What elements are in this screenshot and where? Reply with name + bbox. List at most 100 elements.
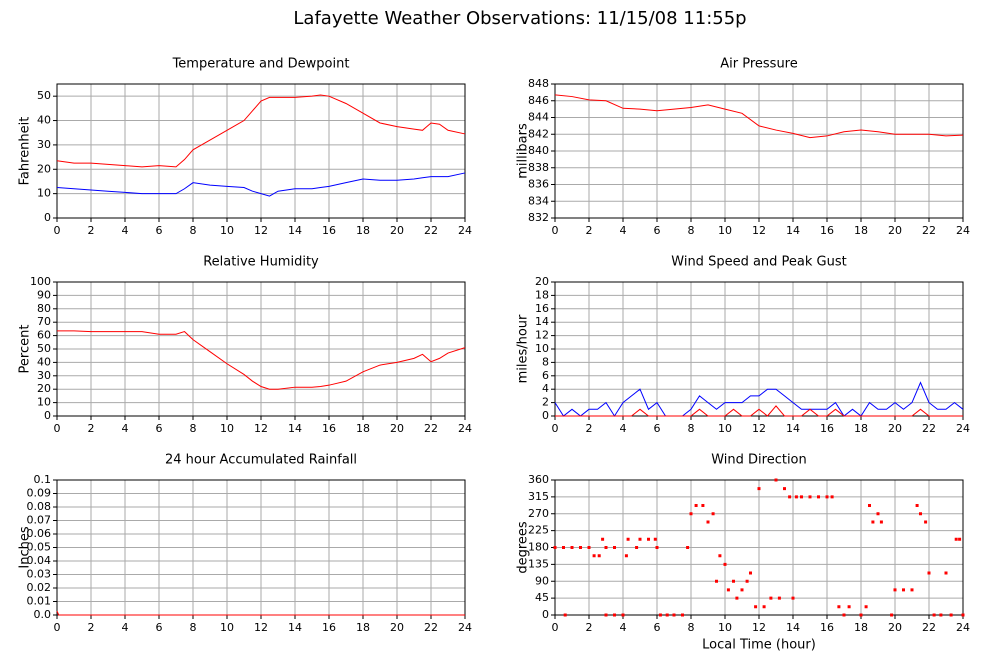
data-point xyxy=(604,613,608,617)
x-tick-label: 14 xyxy=(786,422,800,435)
y-tick-label: 836 xyxy=(528,178,549,191)
y-tick-label: 0 xyxy=(542,409,549,422)
data-line xyxy=(56,172,466,197)
y-tick-label: 840 xyxy=(528,144,549,157)
x-tick-label: 2 xyxy=(586,621,593,634)
x-tick-label: 20 xyxy=(390,224,404,237)
x-tick-label: 24 xyxy=(956,621,970,634)
data-point xyxy=(868,504,871,507)
y-tick-label: 0.03 xyxy=(27,568,52,581)
x-tick-label: 2 xyxy=(88,621,95,634)
y-tick-label: 0.08 xyxy=(27,500,52,513)
x-tick-label: 20 xyxy=(390,621,404,634)
data-point xyxy=(701,504,705,507)
x-tick-label: 18 xyxy=(854,621,868,634)
data-point xyxy=(958,537,962,541)
y-tick-label: 360 xyxy=(528,473,549,486)
x-tick-label: 16 xyxy=(820,422,834,435)
data-point xyxy=(592,554,596,558)
y-tick-label: 0.05 xyxy=(27,541,52,554)
x-tick-label: 22 xyxy=(922,621,936,634)
data-point xyxy=(924,520,928,524)
y-tick-label: 70 xyxy=(37,315,51,328)
y-tick-label: 0.07 xyxy=(27,514,52,527)
y-tick-label: 0.06 xyxy=(27,527,52,540)
data-point xyxy=(711,512,715,516)
data-point xyxy=(732,579,735,583)
y-tick-label: 4 xyxy=(542,382,549,395)
x-tick-label: 4 xyxy=(122,224,129,237)
data-point xyxy=(769,596,773,600)
data-point xyxy=(879,520,883,524)
data-point xyxy=(932,613,936,617)
y-tick-label: 0.01 xyxy=(27,595,52,608)
data-point xyxy=(783,487,786,491)
data-point xyxy=(597,554,601,558)
data-point xyxy=(587,546,591,549)
x-tick-label: 12 xyxy=(752,621,766,634)
data-point xyxy=(745,579,749,583)
data-point xyxy=(788,495,792,499)
x-tick-label: 18 xyxy=(356,422,370,435)
y-tick-label: 50 xyxy=(37,342,51,355)
data-line xyxy=(554,381,964,417)
y-tick-label: 40 xyxy=(37,114,51,127)
x-tick-label: 8 xyxy=(190,422,197,435)
y-tick-label: 8 xyxy=(542,355,549,368)
x-tick-label: 10 xyxy=(220,224,234,237)
x-tick-label: 6 xyxy=(654,224,661,237)
x-tick-label: 2 xyxy=(586,224,593,237)
y-axis-label: miles/hour xyxy=(516,314,531,383)
data-line xyxy=(56,94,466,168)
data-point xyxy=(706,520,710,524)
data-point xyxy=(570,546,574,549)
y-tick-label: 12 xyxy=(535,329,549,342)
data-line xyxy=(554,94,964,139)
data-point xyxy=(601,537,605,541)
data-point xyxy=(944,571,948,575)
data-point xyxy=(794,495,798,499)
x-tick-label: 2 xyxy=(88,224,95,237)
data-point xyxy=(774,478,778,482)
x-tick-label: 12 xyxy=(752,224,766,237)
data-point xyxy=(915,504,919,507)
x-tick-label: 22 xyxy=(922,224,936,237)
y-tick-label: 844 xyxy=(528,111,549,124)
y-tick-label: 18 xyxy=(535,288,549,301)
y-tick-label: 834 xyxy=(528,194,549,207)
y-tick-label: 315 xyxy=(528,490,549,503)
data-point xyxy=(613,613,616,617)
x-tick-label: 18 xyxy=(356,224,370,237)
x-tick-label: 6 xyxy=(654,422,661,435)
data-point xyxy=(655,546,659,549)
x-tick-label: 24 xyxy=(956,224,970,237)
data-point xyxy=(791,596,795,600)
data-point xyxy=(681,613,684,617)
x-tick-label: 20 xyxy=(888,621,902,634)
x-tick-label: 12 xyxy=(254,422,268,435)
y-tick-label: 180 xyxy=(528,541,549,554)
y-tick-label: 832 xyxy=(528,211,549,224)
x-tick-label: 0 xyxy=(552,422,559,435)
data-point xyxy=(672,613,676,617)
data-point xyxy=(621,613,625,617)
y-tick-label: 30 xyxy=(37,138,51,151)
data-point xyxy=(653,537,657,541)
x-tick-label: 20 xyxy=(390,422,404,435)
x-tick-label: 10 xyxy=(220,621,234,634)
y-tick-label: 40 xyxy=(37,355,51,368)
y-tick-label: 270 xyxy=(528,507,549,520)
x-tick-label: 16 xyxy=(322,422,336,435)
data-point xyxy=(910,588,914,592)
y-tick-label: 0.09 xyxy=(27,487,52,500)
x-tick-label: 12 xyxy=(254,224,268,237)
x-tick-label: 4 xyxy=(620,224,627,237)
data-point xyxy=(647,537,650,541)
x-tick-label: 0 xyxy=(552,621,559,634)
y-tick-label: 90 xyxy=(37,288,51,301)
x-tick-label: 10 xyxy=(718,621,732,634)
x-tick-label: 10 xyxy=(718,422,732,435)
y-tick-label: 14 xyxy=(535,315,549,328)
data-point xyxy=(735,596,739,600)
